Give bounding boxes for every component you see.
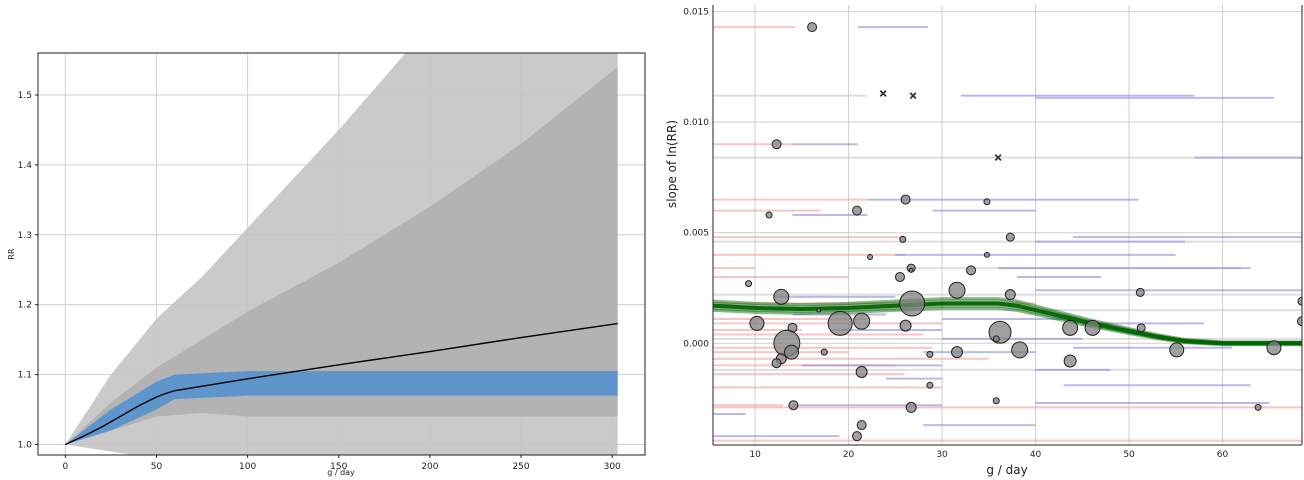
right-xtick-label: 40 — [1030, 450, 1042, 460]
right-study-point — [1297, 316, 1302, 327]
right-xtick-label: 20 — [843, 450, 855, 460]
right-study-point — [1004, 289, 1016, 301]
right-study-point — [856, 420, 867, 431]
right-study-point — [851, 205, 862, 216]
right-study-point — [951, 346, 964, 359]
right-xtick-label: 50 — [1123, 450, 1135, 460]
right-spline-curve — [713, 301, 1302, 346]
slope-chart: 10 20 30 40 50 60 0.000 0.005 0.010 0.015 g / da… — [665, 5, 1303, 477]
right-study-point — [1005, 232, 1015, 242]
right-study-point — [827, 310, 853, 336]
left-bands — [65, 53, 618, 455]
left-ytick-label: 1.3 — [18, 231, 32, 241]
right-study-point — [1254, 403, 1262, 411]
right-study-point — [966, 265, 977, 276]
right-ytick-label: 0.015 — [683, 8, 709, 18]
right-study-point — [855, 366, 868, 379]
right-study-point — [1063, 354, 1077, 368]
right-cross-marker — [909, 92, 917, 100]
left-ytick-label: 1.5 — [18, 91, 32, 101]
right-study-point — [851, 431, 862, 442]
right-study-point — [807, 22, 818, 33]
left-xtick-label: 0 — [62, 462, 68, 472]
right-study-point — [771, 139, 782, 150]
left-xlabel: g / day — [327, 468, 355, 477]
left-xtick-label: 250 — [512, 462, 529, 472]
right-study-point — [899, 290, 926, 317]
right-study-point — [908, 267, 914, 273]
right-study-point — [992, 397, 1000, 405]
right-study-point — [816, 307, 822, 313]
right-study-point — [1011, 341, 1029, 359]
left-xtick-label: 100 — [239, 462, 256, 472]
left-ytick-label: 1.1 — [18, 371, 32, 381]
left-ytick-label: 1.4 — [18, 161, 33, 171]
right-study-point — [820, 348, 828, 356]
right-xlabel: g / day — [986, 463, 1027, 477]
right-spline-curve — [713, 297, 1302, 344]
right-cross-marker — [994, 154, 1002, 161]
left-band-inner — [65, 66, 618, 445]
right-intervals — [713, 26, 1302, 442]
right-cross-marker — [879, 90, 887, 97]
right-study-point — [992, 335, 1000, 343]
right-study-point — [983, 251, 990, 258]
right-xtick-label: 30 — [936, 450, 948, 460]
left-ytick-label: 1.0 — [18, 441, 33, 451]
left-xtick-label: 50 — [151, 462, 163, 472]
right-study-point — [1135, 287, 1145, 297]
right-study-point — [1062, 319, 1079, 336]
right-yticks: 0.000 0.005 0.010 0.015 — [683, 8, 709, 350]
left-mean-line — [65, 322, 618, 446]
right-study-point — [853, 312, 871, 330]
right-study-point — [1169, 342, 1185, 358]
right-gridlines — [713, 5, 1302, 445]
left-ytick-label: 1.2 — [18, 301, 32, 311]
right-study-point — [784, 344, 800, 360]
left-xtick-label: 150 — [330, 462, 347, 472]
rr-chart: 0 50 100 150 200 250 300 1.0 1.1 1.2 1.3 1.4 1.5 g … — [7, 52, 646, 477]
right-study-point — [749, 315, 765, 331]
right-study-point — [1297, 296, 1302, 306]
right-study-point — [983, 198, 991, 206]
left-xticks: 0 50 100 150 200 250 300 — [62, 455, 621, 472]
right-study-point — [765, 211, 773, 219]
right-study-point — [905, 401, 917, 413]
left-ylabel: RR — [7, 248, 16, 260]
left-band-core — [65, 371, 618, 445]
right-study-point — [926, 381, 934, 389]
right-ytick-label: 0.005 — [683, 229, 709, 239]
left-xtick-label: 300 — [604, 462, 621, 472]
left-frame — [37, 52, 646, 456]
right-study-point — [900, 194, 911, 205]
right-xtick-label: 60 — [1217, 450, 1229, 460]
right-study-point — [745, 280, 753, 288]
right-ytick-label: 0.000 — [683, 339, 709, 349]
right-spline-curve — [713, 299, 1302, 344]
right-points — [745, 22, 1302, 442]
right-study-point — [899, 319, 912, 332]
right-xtick-label: 10 — [749, 450, 761, 460]
right-study-point — [773, 288, 790, 305]
right-study-point — [926, 350, 934, 358]
left-series — [65, 322, 618, 446]
left-yticks: 1.0 1.1 1.2 1.3 1.4 1.5 — [18, 91, 38, 451]
right-study-point — [1266, 340, 1282, 356]
right-xticks: 10 20 30 40 50 60 — [749, 450, 1228, 460]
right-study-point — [788, 400, 799, 411]
right-study-point — [771, 358, 782, 369]
right-ylabel: slope of ln(RR) — [665, 120, 679, 208]
right-ytick-label: 0.010 — [683, 118, 709, 128]
right-study-point — [1084, 319, 1101, 336]
right-study-point — [948, 281, 966, 299]
left-xtick-label: 200 — [421, 462, 438, 472]
right-study-point — [899, 235, 907, 243]
right-study-point — [867, 254, 874, 261]
right-study-point — [1136, 323, 1146, 333]
right-study-point — [894, 271, 905, 282]
right-study-point — [988, 320, 1012, 344]
